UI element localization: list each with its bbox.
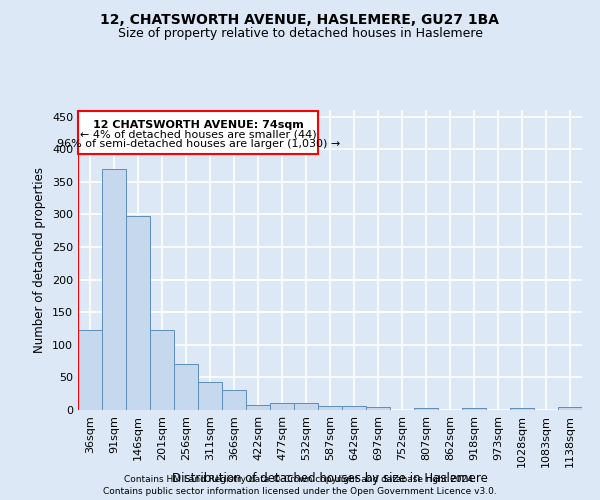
Bar (78, 330, 102, 410)
Text: Contains public sector information licensed under the Open Government Licence v3: Contains public sector information licen… (103, 486, 497, 496)
Y-axis label: Number of detached properties: Number of detached properties (34, 167, 46, 353)
Bar (294, 404, 318, 410)
Bar (462, 408, 486, 410)
Bar (414, 408, 438, 410)
Bar (510, 408, 534, 410)
Text: ← 4% of detached houses are smaller (44): ← 4% of detached houses are smaller (44) (80, 130, 317, 140)
Bar (246, 405, 270, 410)
Bar (222, 390, 246, 410)
Bar (198, 382, 222, 410)
Text: 12, CHATSWORTH AVENUE, HASLEMERE, GU27 1BA: 12, CHATSWORTH AVENUE, HASLEMERE, GU27 1… (101, 12, 499, 26)
Text: Size of property relative to detached houses in Haslemere: Size of property relative to detached ho… (118, 28, 482, 40)
Bar (102, 168, 126, 410)
Text: Contains HM Land Registry data © Crown copyright and database right 2024.: Contains HM Land Registry data © Crown c… (124, 474, 476, 484)
Bar (318, 406, 342, 410)
Bar (342, 406, 366, 410)
Text: 96% of semi-detached houses are larger (1,030) →: 96% of semi-detached houses are larger (… (56, 140, 340, 149)
Bar (366, 408, 390, 410)
Bar (270, 404, 294, 410)
Bar (150, 330, 174, 410)
Bar (558, 408, 582, 410)
Text: 12 CHATSWORTH AVENUE: 74sqm: 12 CHATSWORTH AVENUE: 74sqm (93, 120, 304, 130)
Bar (79, 112, 318, 154)
Bar (126, 216, 150, 410)
Bar (174, 364, 198, 410)
X-axis label: Distribution of detached houses by size in Haslemere: Distribution of detached houses by size … (172, 472, 488, 486)
